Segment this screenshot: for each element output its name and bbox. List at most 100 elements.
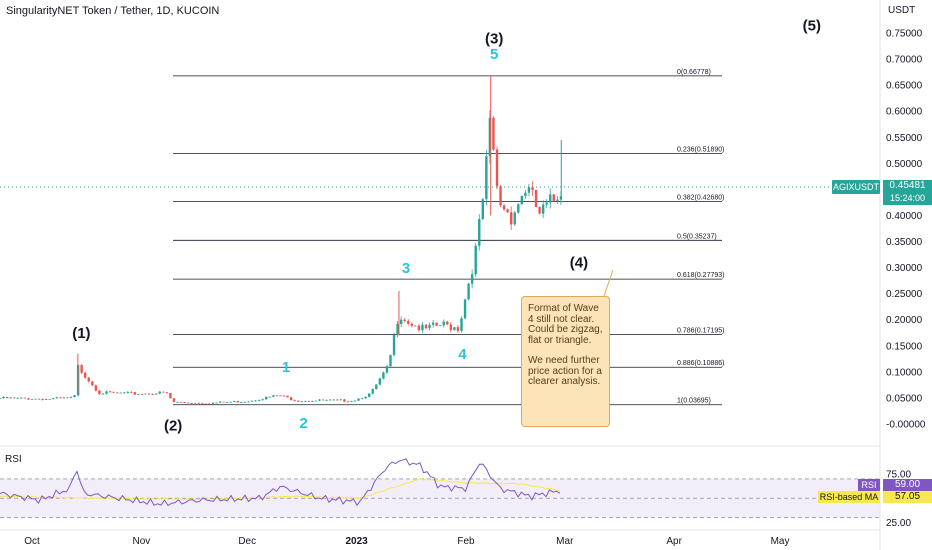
last-price-box: 0.45481 15:24:00 [883, 180, 932, 205]
x-tick-label: May [771, 536, 790, 547]
candle-body [247, 401, 250, 403]
candle-body [140, 394, 144, 395]
symbol-tag: AGIXUSDT [832, 180, 880, 194]
candle-body [265, 396, 268, 400]
candle-body [385, 366, 389, 373]
y-tick-label: 0.35000 [886, 237, 923, 248]
candle-body [289, 397, 293, 401]
candle-body [62, 397, 66, 399]
candle-body [147, 393, 151, 395]
candle-body [84, 372, 87, 378]
candle-body [502, 205, 506, 210]
candle-body [556, 199, 559, 201]
rsi-ma-line [0, 477, 561, 500]
candle-body [524, 192, 527, 196]
candle-body [545, 202, 548, 205]
x-tick-label: Apr [666, 536, 682, 547]
candle-body [389, 354, 392, 367]
candle-body [272, 395, 275, 397]
y-tick-label: 0.15000 [886, 341, 923, 352]
candle-body [375, 384, 378, 390]
candle-body [201, 403, 204, 405]
candle-body [105, 391, 108, 394]
candle-body [80, 365, 83, 373]
candle-body [44, 398, 48, 400]
rsi-tag: RSI [858, 479, 880, 491]
candle-body [399, 319, 403, 324]
candle-body [130, 391, 133, 393]
candle-body [431, 322, 435, 325]
candle-body [403, 319, 406, 321]
candle-body [87, 377, 90, 382]
candle-body [16, 397, 19, 399]
note-paragraph-2: We need further price action for a clear… [528, 355, 602, 387]
price-axis[interactable]: 0.75000 0.70000 0.65000 0.60000 0.55000 0.500… [886, 29, 926, 431]
candle-body [218, 401, 222, 403]
wave-label-minor: 5 [490, 46, 498, 63]
fib-retracement[interactable]: 0(0.66778) 0.236(0.51890) 0.382(0.42680) 0.… [173, 69, 724, 406]
y-tick-label: 0.60000 [886, 107, 923, 118]
candle-body [286, 395, 289, 398]
y-tick-label: 0.70000 [886, 55, 923, 66]
candle-body [13, 397, 16, 399]
candle-body [463, 299, 467, 319]
candle-body [215, 402, 218, 404]
candle-body [474, 245, 477, 275]
wave-label-major: (1) [72, 325, 90, 342]
candle-body [311, 401, 314, 402]
candle-body [115, 392, 119, 394]
x-tick-label: Dec [238, 536, 256, 547]
candle-body [328, 399, 332, 401]
candle-body [27, 398, 30, 400]
candle-body [69, 397, 73, 398]
candle-body [48, 398, 51, 400]
candle-body [179, 401, 183, 403]
candle-body [126, 391, 129, 393]
candle-body [531, 187, 534, 190]
candle-body [155, 393, 158, 395]
candle-body [392, 334, 396, 355]
candle-body [495, 149, 499, 187]
candle-body [176, 401, 179, 403]
note-pointer [603, 269, 614, 297]
candle-body [339, 399, 342, 401]
wave-4-note[interactable]: Format of Wave 4 still not clear. Could … [521, 296, 610, 427]
candle-body [336, 399, 339, 401]
y-tick-label: 0.10000 [886, 367, 923, 378]
fib-label: 0.5(0.35237) [677, 233, 717, 240]
candle-body [435, 322, 438, 326]
candle-body [353, 400, 357, 402]
candle-body [453, 327, 456, 331]
y-tick-label: 0.50000 [886, 159, 923, 170]
candle-body [23, 397, 27, 399]
wave-label-minor: 4 [458, 346, 467, 363]
candle-body [396, 323, 399, 335]
candle-body [186, 402, 190, 404]
candle-body [91, 381, 94, 386]
x-tick-label: Feb [457, 536, 475, 547]
candle-body [513, 212, 516, 225]
candle-body [108, 391, 112, 393]
candle-body [467, 283, 470, 300]
candle-body [34, 398, 37, 400]
candle-body [439, 325, 442, 327]
rsi-value: 59.00 [883, 479, 932, 491]
time-axis[interactable]: Oct Nov Dec 2023 Feb Mar Apr May [24, 536, 789, 547]
rsi-tick-label: 25.00 [886, 518, 911, 529]
candle-body [549, 194, 552, 203]
candle-body [240, 402, 243, 403]
candle-body [243, 401, 247, 403]
candle-body [321, 399, 325, 401]
candle-body [343, 399, 346, 402]
candle-body [368, 393, 371, 397]
candle-body [449, 324, 453, 331]
candle-body [204, 403, 208, 405]
candle-body [101, 393, 105, 395]
fib-label: 0.236(0.51890) [677, 146, 724, 153]
candle-body [552, 194, 555, 201]
candle-body [481, 199, 484, 220]
candle-body [30, 399, 34, 401]
candle-body [98, 390, 101, 395]
candle-body [279, 395, 282, 397]
